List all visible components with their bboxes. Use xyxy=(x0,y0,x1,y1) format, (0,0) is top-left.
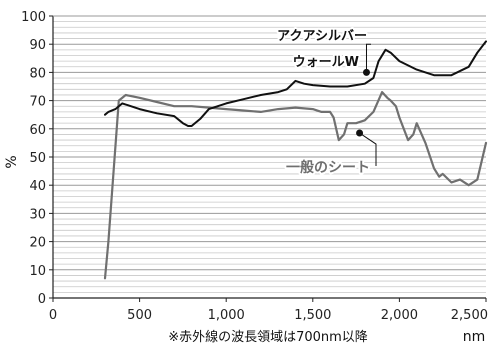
grid-lines xyxy=(53,21,486,293)
x-tick-label: 0 xyxy=(49,308,57,323)
series-line xyxy=(103,91,488,280)
axes xyxy=(49,15,487,302)
x-axis-label: nm xyxy=(463,329,486,345)
y-tick-label: 90 xyxy=(29,38,46,53)
callout-line xyxy=(359,132,377,166)
x-tick-label: 1,500 xyxy=(294,308,331,323)
y-tick-label: 80 xyxy=(29,66,46,81)
y-tick-label: 10 xyxy=(29,264,46,279)
footnote: ※赤外線の波長領域は700nm以降 xyxy=(168,329,368,345)
series-line xyxy=(104,40,487,127)
y-tick-label: 60 xyxy=(29,123,46,138)
series-label: アクアシルバー xyxy=(277,29,367,44)
x-tick-label: 500 xyxy=(127,308,152,323)
y-tick-label: 40 xyxy=(29,179,46,194)
x-tick-labels: 0 500 1,000 1,500 2,000 2,500 xyxy=(49,308,488,323)
y-tick-label: 70 xyxy=(29,95,46,110)
x-tick-label: 2,000 xyxy=(381,308,418,323)
series-label: ウォールW xyxy=(293,55,359,70)
series-layer xyxy=(103,40,488,280)
y-tick-label: 20 xyxy=(29,236,46,251)
y-tick-label: 100 xyxy=(21,10,46,25)
series-label: 一般のシート xyxy=(286,159,370,176)
y-tick-label: 0 xyxy=(38,292,46,307)
y-tick-label: 50 xyxy=(29,151,46,166)
y-axis-label: % xyxy=(4,155,20,168)
callout-line xyxy=(365,43,371,73)
y-tick-labels: 0 10 20 30 40 50 60 70 80 90 100 xyxy=(21,10,46,307)
y-tick-label: 30 xyxy=(29,207,46,222)
x-tick-label: 2,500 xyxy=(451,308,488,323)
x-tick-label: 1,000 xyxy=(208,308,245,323)
